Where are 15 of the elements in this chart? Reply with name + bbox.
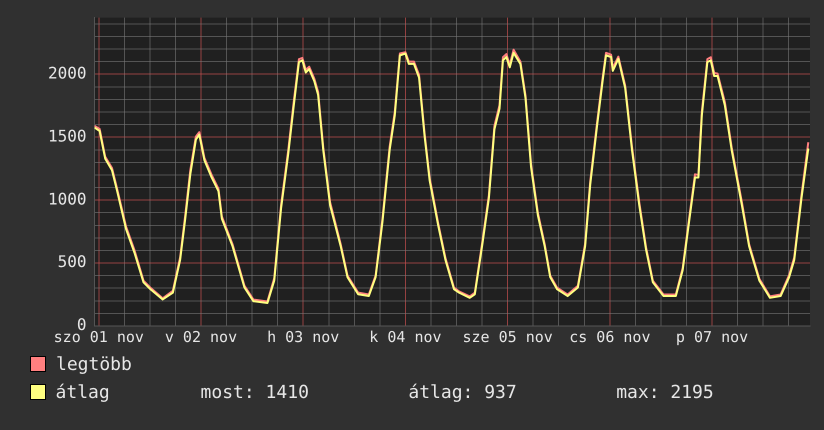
x-tick-label: sze 05 nov <box>462 328 553 346</box>
text: átlag: 937 <box>408 382 518 402</box>
y-tick-label: 500 <box>58 252 87 272</box>
text: most: 1410 <box>200 382 310 402</box>
y-tick-label: 1000 <box>48 189 87 208</box>
legend-label: átlag <box>56 382 111 402</box>
x-tick-label: p 07 nov <box>676 328 748 346</box>
legend-label: legtöbb <box>56 354 133 374</box>
y-tick-label: 2000 <box>48 63 87 82</box>
y-tick-label: 1500 <box>48 126 87 146</box>
text: max: 2195 <box>616 382 715 402</box>
x-tick-label: k 04 nov <box>369 328 442 346</box>
x-tick-label: cs 06 nov <box>569 328 650 346</box>
x-tick-label: h 03 nov <box>267 328 340 346</box>
x-tick-label: v 02 nov <box>164 328 238 346</box>
